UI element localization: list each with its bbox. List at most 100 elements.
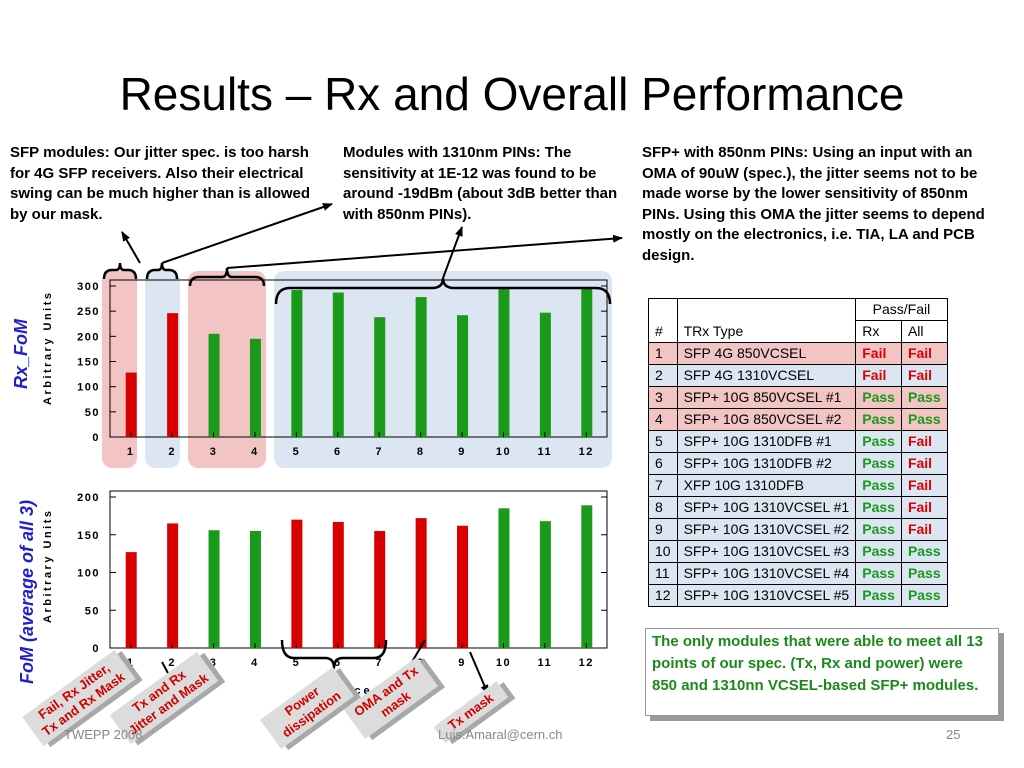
arrow-to-note1 xyxy=(121,231,141,264)
bar-device-9 xyxy=(457,315,469,437)
x-tick-label: 4 xyxy=(251,446,259,458)
plot-frame xyxy=(109,490,608,649)
bar-device-10 xyxy=(498,288,510,437)
row-all-result: Pass xyxy=(900,584,948,607)
arrow-stamp-e xyxy=(469,651,489,695)
note-1310nm-pins: Modules with 1310nm PINs: The sensitivit… xyxy=(343,144,618,223)
footer-page-number: 25 xyxy=(946,727,961,742)
table-row: 2 SFP 4G 1310VCSEL Fail Fail xyxy=(648,364,948,387)
bar-device-6 xyxy=(332,292,344,437)
x-tick-label: 12 xyxy=(579,446,594,458)
row-rx-result: Pass xyxy=(855,518,902,541)
row-all-result: Fail xyxy=(900,452,948,475)
row-trx-type: SFP+ 10G 1310DFB #2 xyxy=(676,452,857,475)
row-rx-result: Fail xyxy=(855,342,902,365)
x-tick-label: 3 xyxy=(210,446,218,458)
row-number: 11 xyxy=(648,562,678,585)
table-header-num: # xyxy=(648,320,678,343)
bar-device-2 xyxy=(167,523,179,648)
row-number: 2 xyxy=(648,364,678,387)
table-header-spacer xyxy=(676,298,857,321)
row-all-result: Fail xyxy=(900,496,948,519)
row-trx-type: SFP 4G 850VCSEL xyxy=(676,342,857,365)
x-tick-label: 11 xyxy=(538,657,553,669)
table-header-rx: Rx xyxy=(855,320,902,343)
bar-device-4 xyxy=(249,530,261,648)
row-all-result: Fail xyxy=(900,518,948,541)
note-850nm-pins: SFP+ with 850nm PINs: Using an input wit… xyxy=(642,144,985,264)
y-tick-label: 300 xyxy=(77,281,100,293)
bar-device-1 xyxy=(125,372,137,437)
x-tick-label: 8 xyxy=(417,446,425,458)
table-header-type: TRx Type xyxy=(676,320,857,343)
row-number: 4 xyxy=(648,408,678,431)
row-all-result: Fail xyxy=(900,342,948,365)
bar-device-3 xyxy=(208,333,220,437)
x-tick-label: 12 xyxy=(579,657,594,669)
brace-device-1 xyxy=(102,262,138,280)
table-row: 10 SFP+ 10G 1310VCSEL #3 Pass Pass xyxy=(648,540,948,563)
bar-device-5 xyxy=(291,519,303,648)
table-row: 4 SFP+ 10G 850VCSEL #2 Pass Pass xyxy=(648,408,948,431)
bar-device-4 xyxy=(249,338,261,437)
y-tick-label: 100 xyxy=(77,382,100,394)
footer-conference: TWEPP 2008 xyxy=(64,727,143,742)
row-trx-type: SFP+ 10G 1310VCSEL #1 xyxy=(676,496,857,519)
row-number: 8 xyxy=(648,496,678,519)
bar-device-2 xyxy=(167,313,179,437)
row-trx-type: SFP+ 10G 850VCSEL #1 xyxy=(676,386,857,409)
bar-device-11 xyxy=(539,312,551,437)
slide-title: Results – Rx and Overall Performance xyxy=(119,68,905,120)
y-tick-label: 150 xyxy=(77,357,100,369)
bar-device-5 xyxy=(291,290,303,437)
row-trx-type: XFP 10G 1310DFB xyxy=(676,474,857,497)
row-all-result: Pass xyxy=(900,386,948,409)
row-all-result: Pass xyxy=(900,562,948,585)
row-rx-result: Fail xyxy=(855,364,902,387)
bar-device-7 xyxy=(374,317,386,437)
y-tick-label: 150 xyxy=(77,530,100,542)
table-header-spacer xyxy=(648,298,678,321)
x-tick-label: 6 xyxy=(334,446,342,458)
y-tick-label: 0 xyxy=(92,432,100,444)
arrow-to-note2 xyxy=(442,226,463,279)
y-tick-label: 250 xyxy=(77,306,100,318)
row-number: 7 xyxy=(648,474,678,497)
x-tick-label: 1 xyxy=(127,446,135,458)
results-table: Pass/Fail # TRx Type Rx All 1 SFP 4G 850V… xyxy=(648,298,948,607)
bar-device-11 xyxy=(539,521,551,648)
bar-device-10 xyxy=(498,508,510,648)
row-all-result: Fail xyxy=(900,430,948,453)
table-row: 9 SFP+ 10G 1310VCSEL #2 Pass Fail xyxy=(648,518,948,541)
row-all-result: Pass xyxy=(900,408,948,431)
shade-device-1 xyxy=(102,271,137,468)
x-tick-label: 7 xyxy=(375,446,383,458)
row-number: 6 xyxy=(648,452,678,475)
x-tick-label: 10 xyxy=(496,446,511,458)
plot-frame xyxy=(109,279,608,438)
summary-box: The only modules that were able to meet … xyxy=(645,628,999,716)
y-tick-label: 0 xyxy=(92,643,100,655)
row-rx-result: Pass xyxy=(855,540,902,563)
bar-device-1 xyxy=(125,552,137,648)
x-tick-label: 11 xyxy=(538,446,553,458)
y-tick-label: 50 xyxy=(85,407,100,419)
bar-device-6 xyxy=(332,521,344,648)
x-tick-label: 3 xyxy=(210,657,218,669)
row-rx-result: Pass xyxy=(855,474,902,497)
row-all-result: Fail xyxy=(900,474,948,497)
x-tick-label: 4 xyxy=(251,657,259,669)
x-tick-label: 7 xyxy=(375,657,383,669)
arrow-to-note3 xyxy=(226,234,623,269)
row-trx-type: SFP+ 10G 1310VCSEL #2 xyxy=(676,518,857,541)
y-tick-label: 200 xyxy=(77,492,100,504)
row-rx-result: Pass xyxy=(855,496,902,519)
note-sfp-modules: SFP modules: Our jitter spec. is too har… xyxy=(10,144,311,223)
table-row: 7 XFP 10G 1310DFB Pass Fail xyxy=(648,474,948,497)
bar-device-12 xyxy=(581,505,593,648)
shade-devices-3-4 xyxy=(188,271,266,468)
table-header-all: All xyxy=(900,320,948,343)
row-all-result: Pass xyxy=(900,540,948,563)
shade-devices-5-12 xyxy=(274,271,612,468)
